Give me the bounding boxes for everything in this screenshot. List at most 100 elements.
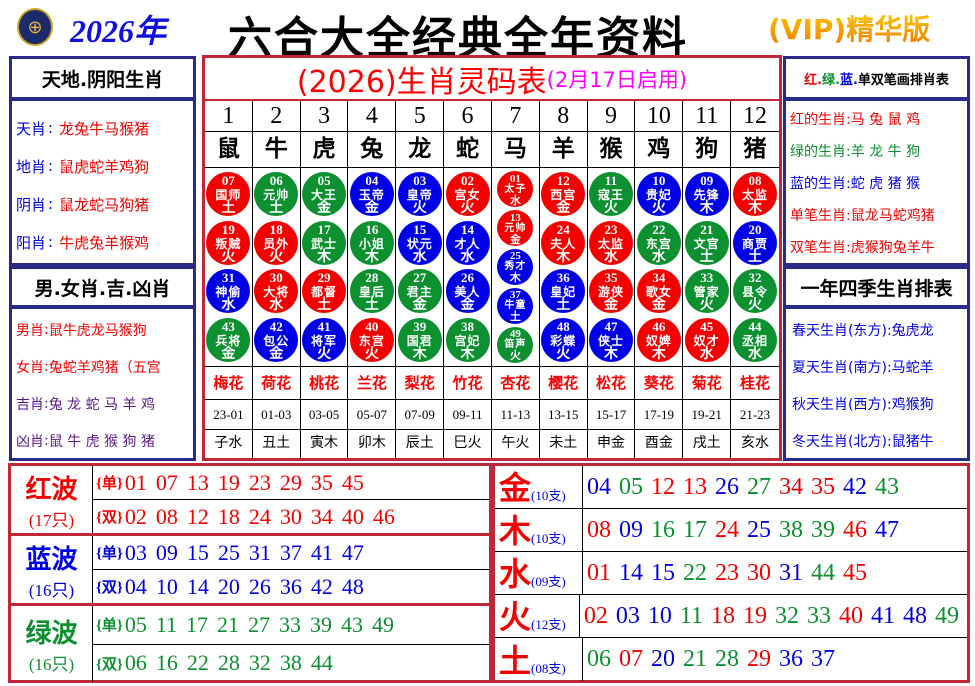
ball-number: 08	[748, 173, 762, 189]
item-label: 冬天生肖(北方)	[792, 433, 887, 450]
flower-label: 杏花	[492, 367, 540, 399]
ball-element: 金	[509, 232, 521, 246]
item-value: 鼠牛虎龙马猴狗	[48, 322, 147, 339]
flower-label: 梨花	[396, 367, 445, 399]
ball-number: 02	[461, 173, 475, 189]
ball-column: 09 先锋木 21 文官土 33 管家火 45 奴才水	[683, 168, 732, 366]
column-number: 2	[253, 101, 301, 131]
item-value: 鼠 牛 虎 猴 狗 猪	[48, 433, 155, 450]
ball-title: 美人	[454, 285, 481, 300]
number-ball: 12 西宫金	[541, 172, 586, 217]
ball-column: 10 贵妃火 22 东宫水 34 歌女金 46 奴婢木	[635, 168, 684, 366]
ball-element: 木	[651, 345, 666, 362]
element-number: 08	[587, 516, 611, 543]
wave-count: (16只)	[28, 580, 75, 600]
wave-number: 06	[124, 650, 147, 676]
element-name: 火	[499, 598, 532, 636]
seasons-list: 春天生肖(东方):兔虎龙 夏天生肖(南方):马蛇羊 秋天生肖(西方):鸡猴狗 冬天生肖…	[783, 306, 970, 461]
ball-title: 奴婢	[645, 333, 672, 348]
time-range: 15-17	[588, 400, 636, 429]
element-row: 水 (09支) 01 14 15 22 23 30 31 44 45	[495, 552, 967, 595]
element-number: 06	[587, 646, 611, 672]
ball-title: 皇帝	[406, 188, 433, 203]
ball-number: 48	[556, 318, 570, 334]
element-number: 48	[903, 602, 927, 629]
element-row: 土 (08支) 06 07 20 21 28 29 36 37	[495, 638, 967, 681]
ball-title: 才人	[454, 236, 481, 251]
element-row: 木 (10支) 08 09 16 17 24 25 38 39 46 47	[495, 509, 967, 552]
ball-number: 28	[365, 270, 379, 286]
zodiac-label: 羊	[540, 132, 588, 167]
list-item: 蓝的生肖: 蛇 虎 猪 猴	[786, 167, 967, 199]
zodiac-label: 鼠	[205, 132, 253, 167]
element-number: 49	[935, 602, 959, 629]
element-number: 26	[715, 473, 739, 500]
ball-number: 49	[509, 328, 521, 341]
ball-element: 土	[364, 297, 379, 314]
item-label: 吉肖	[16, 396, 44, 413]
element-label: 木 (10支)	[495, 509, 583, 551]
item-label: 阳肖	[16, 233, 47, 252]
ball-number: 29	[317, 270, 331, 286]
ball-element: 金	[364, 200, 379, 217]
element-number: 17	[683, 516, 707, 543]
number-ball: 17 武士木	[302, 220, 347, 265]
ball-element: 水	[651, 248, 666, 265]
wave-number: 29	[279, 469, 302, 495]
element-number: 22	[683, 559, 707, 586]
number-ball: 08 太监木	[733, 172, 778, 217]
item-label: 天肖	[16, 119, 47, 138]
wave-number: 19	[217, 469, 240, 495]
element-number: 04	[587, 473, 611, 500]
ball-element: 水	[221, 297, 236, 314]
element-number: 29	[747, 646, 771, 672]
item-value: 兔蛇羊鸡猪（五宫	[48, 359, 161, 376]
ball-number: 41	[317, 318, 331, 334]
number-ball: 03 皇帝火	[397, 172, 442, 217]
ball-element: 水	[509, 193, 521, 207]
ball-column: 03 皇帝火 15 状元水 27 君主金 39 国君木	[396, 168, 445, 366]
wave-odd-row: {单} 05 11 17 21 27 33 39 43 49	[93, 606, 489, 645]
list-item: 双笔生肖: 虎猴狗兔羊牛	[786, 231, 967, 263]
number-ball: 33 管家火	[684, 269, 729, 314]
ball-title: 牛童	[504, 300, 527, 312]
element-number: 40	[839, 602, 863, 629]
ball-number: 47	[604, 318, 618, 334]
time-range: 07-09	[396, 400, 445, 429]
element-row: 火 (12支) 02 03 10 11 18 19 32 33 40 41 48 49	[495, 595, 967, 638]
zodiac-label: 龙	[396, 132, 445, 167]
item-value: 鼠虎蛇羊鸡狗	[59, 157, 150, 176]
number-ball: 34 歌女金	[636, 269, 681, 314]
ball-number: 46	[652, 318, 666, 334]
branch-element: 酉金	[635, 430, 684, 458]
element-number: 25	[747, 516, 771, 543]
ball-title: 贵妃	[645, 188, 672, 203]
ball-element: 木	[699, 200, 714, 217]
seasons-title: 一年四季生肖排表	[783, 266, 970, 308]
ball-element: 火	[509, 349, 521, 363]
item-value: :兔虎龙	[886, 322, 934, 339]
ball-column: 12 西宫金 24 夫人木 36 皇妃土 48 彩蝶火	[540, 168, 588, 366]
branch-element: 辰土	[396, 430, 445, 458]
wave-number: 45	[341, 469, 364, 495]
time-range: 05-07	[348, 400, 397, 429]
number-ball: 40 东宫火	[349, 317, 394, 362]
item-sep: :	[44, 395, 49, 412]
item-value: 马 兔 鼠 鸡	[850, 112, 921, 128]
ball-element: 土	[221, 200, 236, 217]
element-number: 21	[683, 646, 707, 672]
column-number: 9	[588, 101, 636, 131]
item-value: 蛇 虎 猪 猴	[850, 176, 921, 192]
element-number: 34	[779, 473, 803, 500]
item-value: 牛虎兔羊猴鸡	[59, 233, 150, 252]
flower-label: 兰花	[348, 367, 397, 399]
color-stroke-list: 红的生肖: 马 兔 鼠 鸡绿的生肖: 羊 龙 牛 狗蓝的生肖: 蛇 虎 猪 猴单笔生肖…	[783, 98, 970, 266]
parity-label: {单}	[96, 618, 123, 635]
wave-number: 13	[186, 469, 209, 495]
ball-number: 09	[700, 173, 714, 189]
ball-title: 秀才	[504, 261, 527, 273]
element-number: 01	[587, 559, 611, 586]
ball-element: 金	[412, 297, 427, 314]
wave-number: 39	[310, 611, 333, 637]
wave-name: 蓝波	[25, 544, 78, 575]
